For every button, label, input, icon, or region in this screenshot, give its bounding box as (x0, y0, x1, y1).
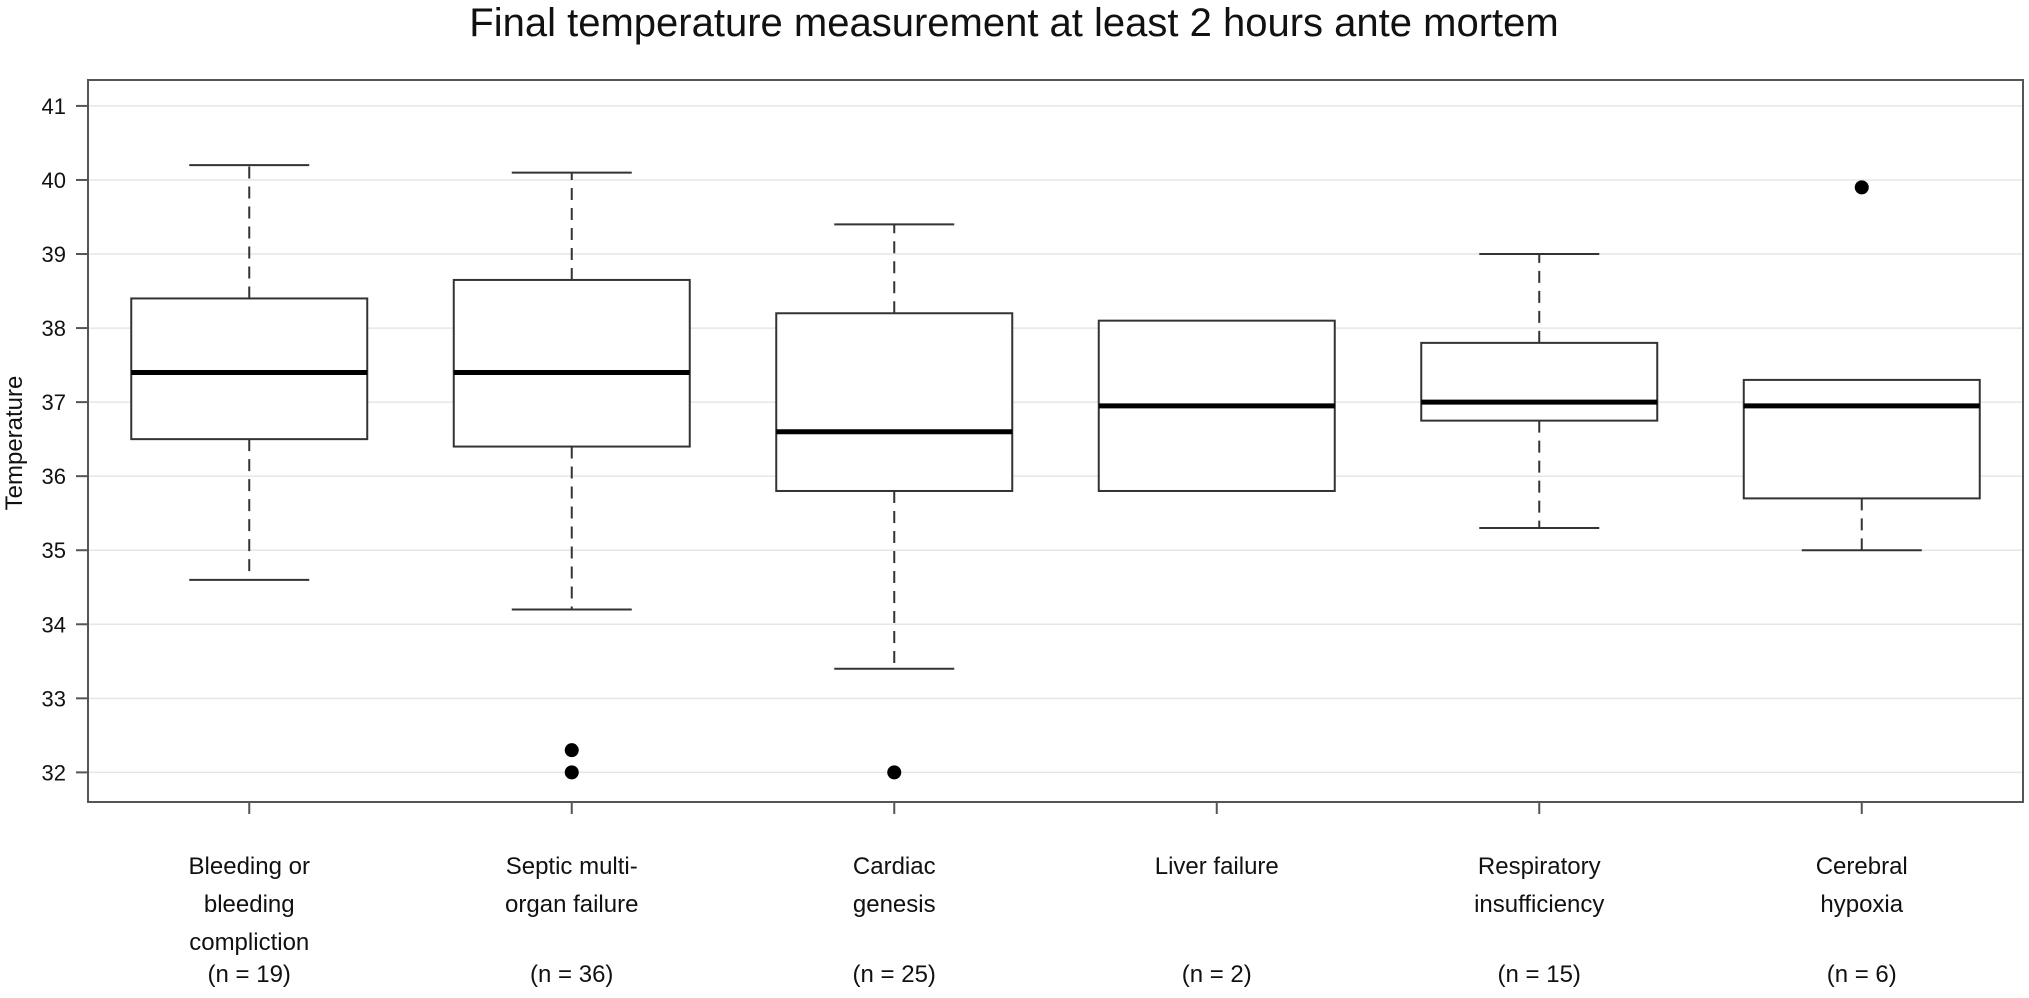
x-category-label: bleeding (204, 891, 295, 918)
x-category-label: Cerebral (1816, 853, 1908, 880)
box (1742, 378, 1981, 500)
y-tick-label: 32 (42, 760, 66, 785)
x-category-label: compliction (189, 929, 309, 956)
x-category-count: (n = 19) (208, 961, 291, 988)
outlier-point (564, 765, 579, 780)
y-tick-label: 34 (42, 612, 66, 637)
outlier-point (564, 743, 579, 758)
box (452, 278, 691, 448)
x-category-count: (n = 2) (1182, 961, 1252, 988)
box-group (452, 171, 691, 780)
plot-frame (87, 79, 2024, 803)
y-tick-label: 40 (42, 168, 66, 193)
x-category-count: (n = 25) (853, 961, 936, 988)
y-tick-label: 38 (42, 316, 66, 341)
box-group (775, 223, 1014, 780)
y-tick-label: 39 (42, 242, 66, 267)
boxes (130, 164, 1981, 780)
y-tick-label: 35 (42, 538, 66, 563)
y-tick-label: 41 (42, 94, 66, 119)
x-category-count: (n = 6) (1827, 961, 1897, 988)
box (130, 297, 369, 441)
box-group (1742, 180, 1981, 552)
y-axis: 32 33 34 35 36 37 38 39 40 41 (42, 94, 88, 785)
box-group (130, 164, 369, 581)
box-group (1097, 319, 1336, 492)
outlier-point (1854, 180, 1869, 195)
x-category-count: (n = 15) (1498, 961, 1581, 988)
x-axis: Bleeding or bleeding compliction (n = 19) Se… (189, 802, 1908, 988)
box (1420, 341, 1659, 422)
x-category-count: (n = 36) (530, 961, 613, 988)
x-category-label: genesis (853, 891, 936, 918)
y-axis-label: Temperature (1, 376, 28, 511)
box-group (1420, 253, 1659, 530)
x-category-label: Liver failure (1155, 853, 1279, 880)
chart-title: Final temperature measurement at least 2… (469, 1, 1558, 45)
outlier-point (887, 765, 902, 780)
gridlines (88, 105, 2023, 774)
x-category-label: Bleeding or (189, 853, 310, 880)
y-tick-label: 36 (42, 464, 66, 489)
y-tick-label: 37 (42, 390, 66, 415)
x-category-label: hypoxia (1820, 891, 1903, 918)
x-category-label: Cardiac (853, 853, 936, 880)
x-category-label: insufficiency (1474, 891, 1604, 918)
x-category-label: organ failure (505, 891, 638, 918)
x-category-label: Respiratory (1478, 853, 1601, 880)
y-tick-label: 33 (42, 686, 66, 711)
box (775, 312, 1014, 492)
x-category-label: Septic multi- (506, 853, 638, 880)
